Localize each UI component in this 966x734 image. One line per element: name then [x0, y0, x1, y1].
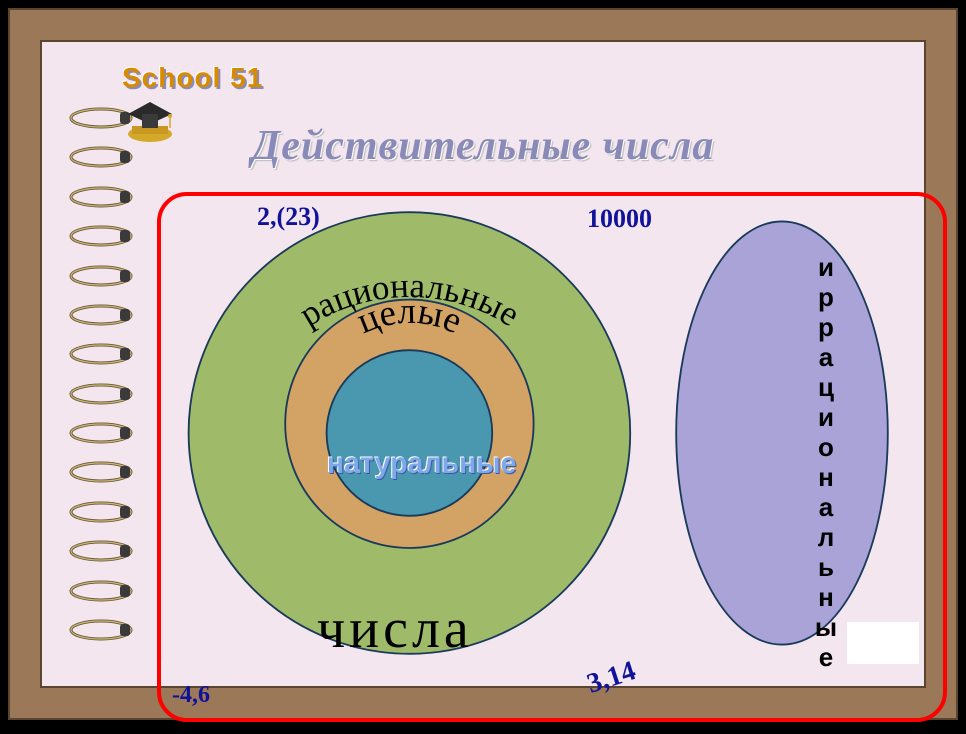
spiral-ring: [66, 496, 136, 528]
spiral-ring: [66, 181, 136, 213]
spiral-ring: [66, 417, 136, 449]
spiral-ring: [66, 456, 136, 488]
spiral-ring: [66, 338, 136, 370]
spiral-ring: [66, 299, 136, 331]
spiral-ring: [66, 260, 136, 292]
slide-title: Действительные числа: [42, 122, 924, 170]
outer-frame: School 51 Действительные числа рациональ: [8, 8, 958, 720]
spiral-ring: [66, 575, 136, 607]
spiral-ring: [66, 614, 136, 646]
example-number-neg46: -4,6: [172, 682, 210, 709]
white-patch: [847, 622, 919, 664]
example-number-223: 2,(23): [257, 202, 320, 232]
slide-mat: School 51 Действительные числа рациональ: [40, 40, 926, 688]
real-numbers-box: [157, 192, 947, 722]
spiral-ring: [66, 220, 136, 252]
spiral-ring: [66, 535, 136, 567]
logo-text: School 51: [122, 62, 282, 94]
spiral-ring: [66, 378, 136, 410]
example-number-10000: 10000: [587, 204, 652, 234]
spiral-binding: [66, 102, 136, 646]
